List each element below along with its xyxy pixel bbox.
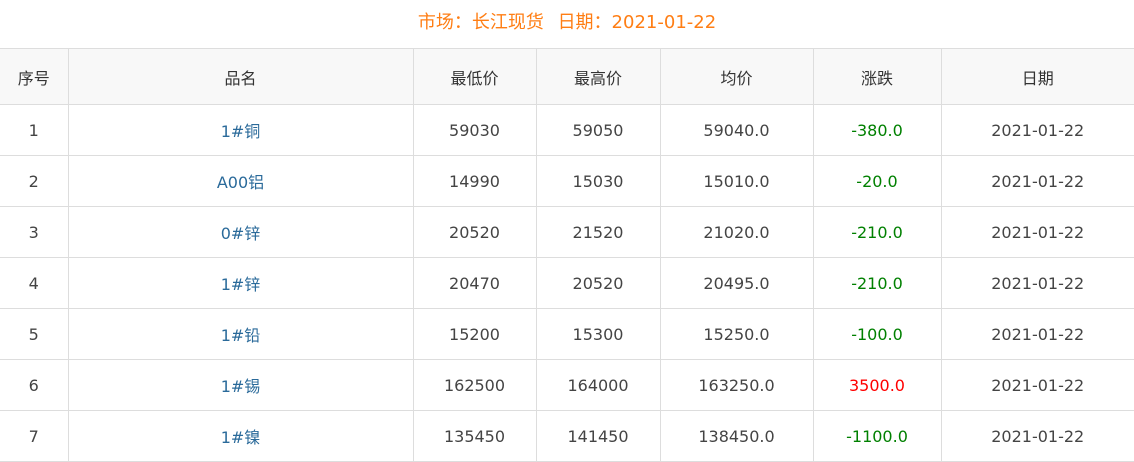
page-title: 市场：长江现货 日期：2021-01-22 (0, 0, 1134, 48)
price-change: -1100.0 (812, 410, 942, 462)
col-header-low: 最低价 (412, 48, 537, 105)
date: 2021-01-22 (940, 308, 1134, 360)
product-name[interactable]: 1#铅 (67, 308, 414, 360)
high-price: 21520 (535, 206, 661, 258)
row-number: 3 (0, 206, 69, 258)
table-row: 2 A00铝 14990 15030 15010.0 -20.0 2021-01-22 (0, 155, 1134, 207)
row-number: 5 (0, 308, 69, 360)
date-label: 日期：2021-01-22 (557, 12, 717, 33)
table-header: 序号 品名 最低价 最高价 均价 涨跌 日期 (0, 48, 1134, 105)
col-header-no: 序号 (0, 48, 69, 105)
row-number: 7 (0, 410, 69, 462)
high-price: 164000 (535, 359, 661, 411)
low-price: 59030 (412, 104, 537, 156)
date: 2021-01-22 (940, 257, 1134, 309)
avg-price: 59040.0 (659, 104, 814, 156)
price-change: -210.0 (812, 206, 942, 258)
avg-price: 15010.0 (659, 155, 814, 207)
high-price: 15030 (535, 155, 661, 207)
col-header-avg: 均价 (659, 48, 814, 105)
product-name[interactable]: 1#镍 (67, 410, 414, 462)
low-price: 15200 (412, 308, 537, 360)
high-price: 15300 (535, 308, 661, 360)
date: 2021-01-22 (940, 155, 1134, 207)
table-row: 6 1#锡 162500 164000 163250.0 3500.0 2021-01-22 (0, 359, 1134, 411)
high-price: 59050 (535, 104, 661, 156)
col-header-name: 品名 (67, 48, 414, 105)
avg-price: 163250.0 (659, 359, 814, 411)
table-row: 3 0#锌 20520 21520 21020.0 -210.0 2021-01-22 (0, 206, 1134, 258)
table-row: 5 1#铅 15200 15300 15250.0 -100.0 2021-01-22 (0, 308, 1134, 360)
product-name[interactable]: 1#锡 (67, 359, 414, 411)
product-name[interactable]: 1#锌 (67, 257, 414, 309)
col-header-change: 涨跌 (812, 48, 942, 105)
avg-price: 138450.0 (659, 410, 814, 462)
row-number: 2 (0, 155, 69, 207)
avg-price: 20495.0 (659, 257, 814, 309)
high-price: 20520 (535, 257, 661, 309)
low-price: 14990 (412, 155, 537, 207)
low-price: 20470 (412, 257, 537, 309)
low-price: 162500 (412, 359, 537, 411)
product-name[interactable]: 1#铜 (67, 104, 414, 156)
market-label: 市场：长江现货 (417, 12, 544, 33)
price-change: -380.0 (812, 104, 942, 156)
low-price: 20520 (412, 206, 537, 258)
table-row: 7 1#镍 135450 141450 138450.0 -1100.0 2021-01-2… (0, 410, 1134, 462)
price-change: -210.0 (812, 257, 942, 309)
low-price: 135450 (412, 410, 537, 462)
col-header-high: 最高价 (535, 48, 661, 105)
col-header-date: 日期 (940, 48, 1134, 105)
row-number: 6 (0, 359, 69, 411)
avg-price: 15250.0 (659, 308, 814, 360)
high-price: 141450 (535, 410, 661, 462)
date: 2021-01-22 (940, 359, 1134, 411)
table-row: 4 1#锌 20470 20520 20495.0 -210.0 2021-01-22 (0, 257, 1134, 309)
product-name[interactable]: 0#锌 (67, 206, 414, 258)
date: 2021-01-22 (940, 206, 1134, 258)
date: 2021-01-22 (940, 104, 1134, 156)
date: 2021-01-22 (940, 410, 1134, 462)
product-name[interactable]: A00铝 (67, 155, 414, 207)
price-change: -100.0 (812, 308, 942, 360)
row-number: 1 (0, 104, 69, 156)
price-change: 3500.0 (812, 359, 942, 411)
price-change: -20.0 (812, 155, 942, 207)
row-number: 4 (0, 257, 69, 309)
avg-price: 21020.0 (659, 206, 814, 258)
table-row: 1 1#铜 59030 59050 59040.0 -380.0 2021-01-22 (0, 104, 1134, 156)
price-table: 序号 品名 最低价 最高价 均价 涨跌 日期 1 1#铜 59030 59050 590… (0, 48, 1134, 462)
